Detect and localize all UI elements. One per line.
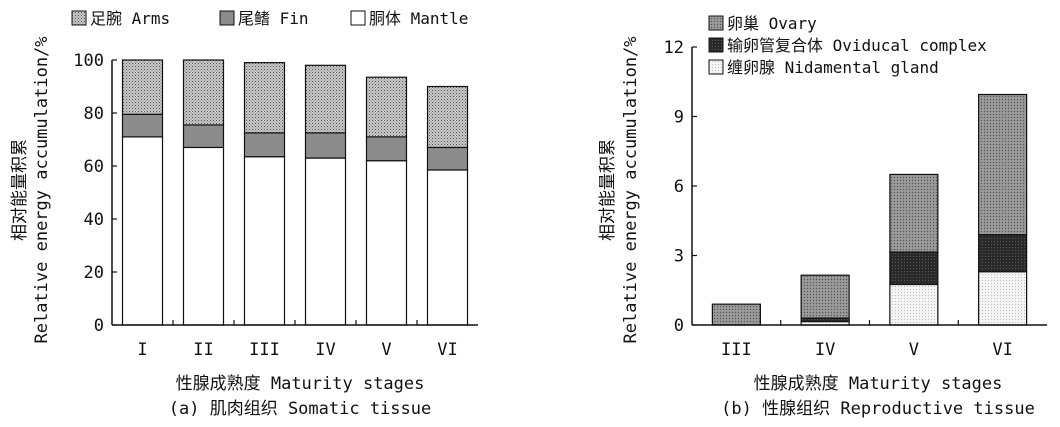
x-tick-label: VI: [437, 340, 457, 360]
bar-iv-mantle: [304, 157, 347, 326]
legend-swatch: [350, 10, 366, 26]
bar-v-arms: [365, 76, 408, 138]
legend-label: 尾鳍 Fin: [238, 9, 309, 28]
x-tick-label: IV: [815, 340, 835, 360]
y-tick-label: 40: [84, 210, 104, 230]
bar-v-nidamental-gland: [889, 283, 939, 326]
x-tick-label: V: [381, 340, 391, 360]
legend-swatch: [708, 59, 724, 75]
y-tick-label: 60: [84, 157, 104, 177]
bar-vi-nidamental-gland: [978, 271, 1028, 326]
legend-swatch: [219, 10, 235, 26]
bar-vi-fin: [426, 146, 469, 171]
bar-ii-arms: [182, 59, 225, 126]
x-tick-label: IV: [315, 340, 335, 360]
caption-b: (b) 性腺组织 Reproductive tissue: [721, 399, 1035, 419]
x-tick-label: III: [721, 340, 752, 360]
bar-v-mantle: [365, 160, 408, 326]
x-tick-label: II: [193, 340, 213, 360]
legend-swatch: [708, 37, 724, 53]
y-tick-label: 100: [73, 51, 104, 71]
legend-label: 输卵管复合体 Oviducal complex: [727, 36, 987, 55]
bar-ii-mantle: [182, 146, 225, 326]
bar-vi-ovary: [978, 93, 1028, 236]
y-axis-label-en: Relative energy accumulation/%: [621, 36, 641, 343]
y-tick-label: 3: [674, 247, 684, 267]
bar-v-fin: [365, 136, 408, 162]
y-tick-label: 20: [84, 263, 104, 283]
legend-label: 卵巢 Ovary: [727, 14, 817, 33]
y-tick-label: 12: [664, 38, 684, 58]
legend-b: 卵巢 Ovary 输卵管复合体 Oviducal complex 缠卵腺 Nidam…: [708, 14, 987, 77]
x-axis-label: 性腺成熟度 Maturity stages: [176, 373, 425, 394]
y-tick-label: 80: [84, 104, 104, 124]
bar-v-oviducal-complex: [889, 251, 939, 286]
bar-iv-fin: [304, 132, 347, 159]
legend-swatch: [71, 10, 87, 26]
bar-iv-arms: [304, 64, 347, 134]
bar-iii-mantle: [243, 156, 286, 326]
y-axis-label-cn: 相对能量积累: [598, 139, 618, 241]
y-tick-label: 0: [674, 316, 684, 336]
x-tick-label: V: [909, 340, 919, 360]
bar-vi-mantle: [426, 169, 469, 326]
bar-i-arms: [121, 59, 164, 115]
bar-iv-ovary: [800, 274, 850, 319]
x-tick-label: VI: [992, 340, 1012, 360]
bar-i-mantle: [121, 136, 164, 326]
chart-b: III IV V VI 0 3 6 9 12 卵巢 Ovary 输卵管复合体 Oviducal c…: [598, 14, 1047, 419]
legend-swatch: [708, 15, 724, 31]
bar-i-fin: [121, 113, 164, 138]
y-axis-label-cn: 相对能量积累: [10, 139, 30, 241]
y-tick-label: 9: [674, 108, 684, 128]
x-tick-label: I: [137, 340, 147, 360]
bar-vi-arms: [426, 85, 469, 149]
x-tick-label: III: [249, 340, 280, 360]
bar-iii-fin: [243, 132, 286, 158]
bar-v-ovary: [889, 173, 939, 253]
y-tick-label: 6: [674, 177, 684, 197]
legend-label: 缠卵腺 Nidamental gland: [727, 58, 939, 77]
x-axis-label: 性腺成熟度 Maturity stages: [754, 373, 1003, 394]
bar-ii-fin: [182, 124, 225, 149]
bar-iii-ovary: [711, 303, 761, 326]
bar-iii-arms: [243, 62, 286, 134]
y-tick-label: 0: [94, 316, 104, 336]
y-axis-label-en: Relative energy accumulation/%: [32, 36, 52, 343]
bar-vi-oviducal-complex: [978, 234, 1028, 273]
caption-a: (a) 肌肉组织 Somatic tissue: [169, 399, 431, 419]
legend-a: 足腕 Arms 尾鳍 Fin 胴体 Mantle: [71, 9, 468, 28]
legend-label: 足腕 Arms: [90, 9, 170, 28]
legend-label: 胴体 Mantle: [369, 9, 468, 28]
